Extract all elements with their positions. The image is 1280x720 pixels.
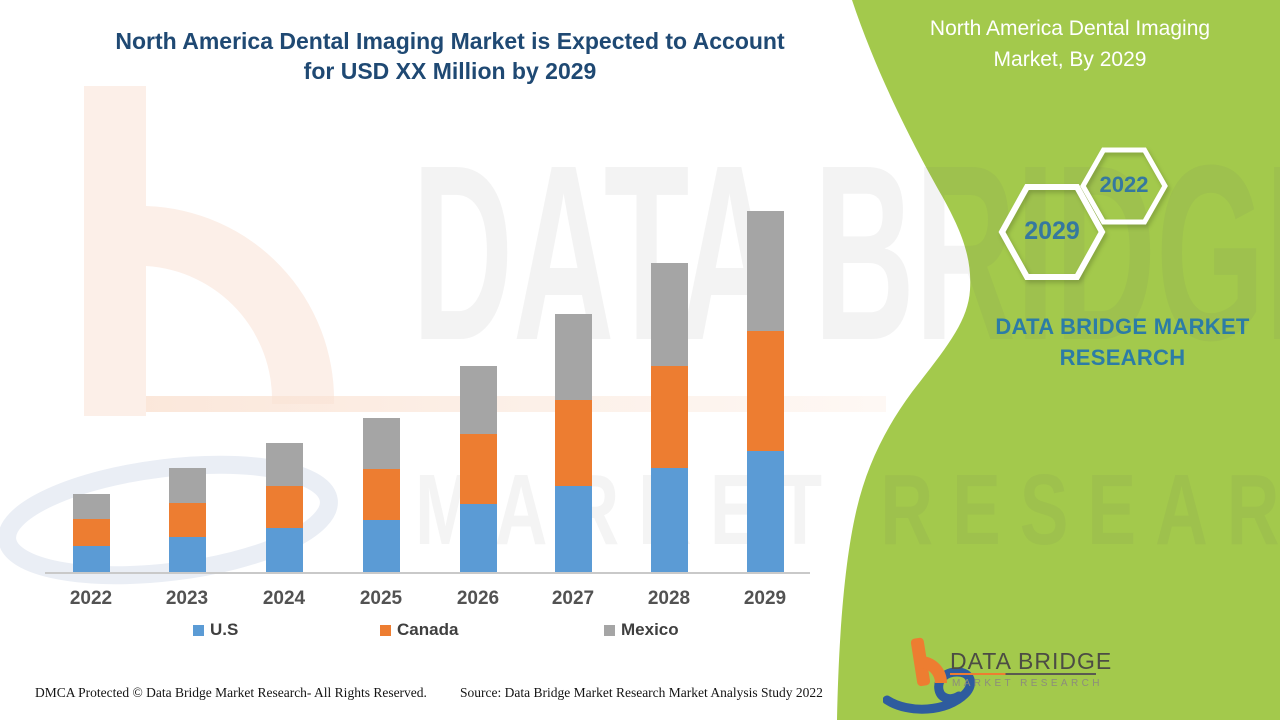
stacked-bar-2029	[746, 211, 784, 572]
legend-item-mexico: Mexico	[604, 620, 679, 640]
logo-subtitle: MARKET RESEARCH	[952, 678, 1103, 689]
bar-segment-mexico-2027	[554, 314, 592, 400]
stacked-bar-2022	[72, 494, 110, 572]
x-axis-label-2026: 2026	[456, 588, 500, 609]
x-axis-label-2025: 2025	[359, 588, 403, 609]
bar-segment-mexico-2023	[168, 468, 206, 503]
bar-segment-us-2025	[362, 520, 400, 572]
chart-title: North America Dental Imaging Market is E…	[40, 26, 860, 86]
x-axis-label-2023: 2023	[165, 588, 209, 609]
bar-segment-us-2024	[265, 528, 303, 572]
stacked-bar-2024	[265, 443, 303, 572]
bar-segment-canada-2027	[554, 400, 592, 486]
bar-segment-canada-2026	[459, 434, 497, 504]
legend-item-us: U.S	[193, 620, 238, 640]
bar-segment-mexico-2024	[265, 443, 303, 486]
bar-segment-canada-2028	[650, 366, 688, 468]
bar-segment-us-2029	[746, 451, 784, 572]
x-axis-label-2028: 2028	[647, 588, 691, 609]
logo-orange-bowl	[919, 656, 947, 684]
bar-segment-us-2027	[554, 486, 592, 572]
stacked-bar-2026	[459, 366, 497, 572]
bar-segment-us-2028	[650, 468, 688, 572]
bar-segment-us-2022	[72, 546, 110, 572]
chart-title-line2: for USD XX Million by 2029	[303, 58, 597, 84]
bar-segment-canada-2022	[72, 519, 110, 546]
x-axis-label-2024: 2024	[262, 588, 306, 609]
bar-segment-mexico-2026	[459, 366, 497, 434]
legend-label: Canada	[397, 620, 459, 639]
stacked-bar-2028	[650, 263, 688, 572]
bar-segment-mexico-2029	[746, 211, 784, 331]
logo-underline	[950, 673, 1096, 675]
data-bridge-logo-icon	[883, 637, 975, 714]
brand-text-line2: RESEARCH	[1059, 345, 1186, 370]
legend-swatch-icon	[604, 624, 615, 636]
bar-segment-us-2026	[459, 504, 497, 572]
x-axis-label-2029: 2029	[743, 588, 787, 609]
x-axis-label-2027: 2027	[551, 588, 595, 609]
hexagon-2029	[998, 184, 1106, 280]
brand-text: DATA BRIDGE MARKET RESEARCH	[960, 311, 1280, 373]
side-panel-heading-line2: Market, By 2029	[993, 48, 1147, 71]
footer-source-text: Source: Data Bridge Market Research Mark…	[460, 685, 823, 700]
x-axis-label-2022: 2022	[69, 588, 113, 609]
logo-blue-swoosh	[883, 667, 975, 714]
bar-segment-canada-2025	[362, 469, 400, 520]
legend-item-canada: Canada	[380, 620, 458, 640]
stacked-bar-2025	[362, 418, 400, 572]
side-panel-heading: North America Dental Imaging Market, By …	[885, 13, 1255, 75]
stacked-bar-2027	[554, 314, 592, 572]
legend-swatch-icon	[380, 624, 391, 636]
logo-title: DATA BRIDGE	[950, 648, 1113, 674]
badge-year-2022: 2022	[1099, 172, 1149, 197]
hexagon-badges	[998, 147, 1168, 280]
legend-label: Mexico	[621, 620, 679, 639]
side-panel-heading-line1: North America Dental Imaging	[929, 17, 1211, 40]
legend-swatch-icon	[193, 624, 204, 636]
bar-segment-mexico-2025	[362, 418, 400, 469]
bar-segment-mexico-2028	[650, 263, 688, 366]
legend-label: U.S	[210, 620, 239, 639]
stacked-bar-2023	[168, 468, 206, 572]
bar-segment-canada-2023	[168, 503, 206, 537]
x-axis-line	[45, 572, 810, 574]
bar-segment-us-2023	[168, 537, 206, 572]
bar-segment-canada-2024	[265, 486, 303, 528]
badge-year-2029: 2029	[1024, 217, 1080, 245]
brand-text-line1: DATA BRIDGE MARKET	[995, 314, 1250, 339]
bar-segment-mexico-2022	[72, 494, 110, 519]
bar-segment-canada-2029	[746, 331, 784, 451]
footer-dmca-text: DMCA Protected © Data Bridge Market Rese…	[35, 685, 427, 700]
hexagon-2022	[1080, 147, 1168, 225]
chart-title-line1: North America Dental Imaging Market is E…	[115, 28, 785, 54]
